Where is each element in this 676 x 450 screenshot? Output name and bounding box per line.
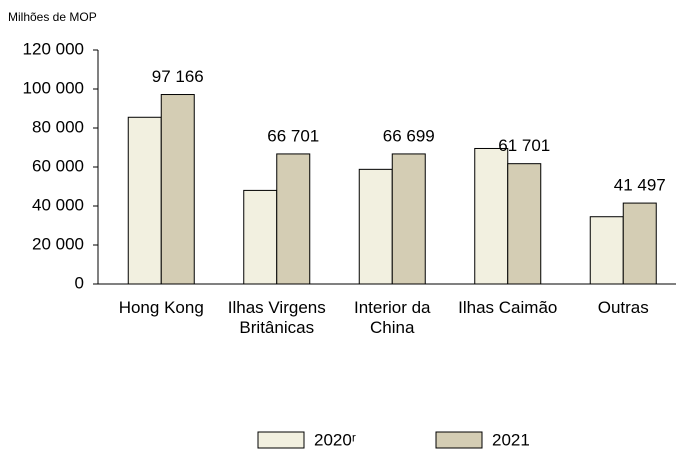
bar	[276, 153, 311, 285]
data-label: 61 701	[498, 136, 550, 155]
legend-label: 2020ʳ	[314, 430, 356, 449]
y-axis-label: Milhões de MOP	[8, 10, 97, 24]
legend-label: 2021	[492, 430, 530, 449]
data-label: 41 497	[614, 176, 666, 195]
data-label: 97 166	[152, 67, 204, 86]
y-tick-label: 20 000	[32, 234, 84, 253]
y-tick-label: 80 000	[32, 117, 84, 136]
bar	[589, 216, 624, 285]
data-label: 66 701	[267, 126, 319, 145]
legend-swatch	[257, 431, 305, 449]
y-tick-label: 40 000	[32, 195, 84, 214]
data-label: 66 699	[383, 126, 435, 145]
x-tick-label: Ilhas Virgens Britânicas	[227, 298, 326, 337]
bar	[243, 189, 278, 285]
bar	[160, 94, 195, 285]
y-tick-label: 60 000	[32, 156, 84, 175]
x-tick-label: Ilhas Caimão	[458, 298, 558, 317]
x-tick-label: Outras	[597, 298, 649, 317]
legend-swatch	[435, 431, 483, 449]
bar	[358, 168, 393, 285]
y-tick-label: 100 000	[23, 78, 84, 97]
bar	[474, 147, 509, 285]
bar	[507, 163, 542, 285]
y-tick-label: 0	[75, 273, 84, 292]
x-tick-label: Interior da China	[353, 298, 431, 337]
bar	[127, 116, 162, 285]
bar	[622, 202, 657, 285]
x-tick-label: Hong Kong	[118, 298, 204, 317]
y-tick-label: 120 000	[23, 39, 84, 58]
bar	[391, 153, 426, 285]
